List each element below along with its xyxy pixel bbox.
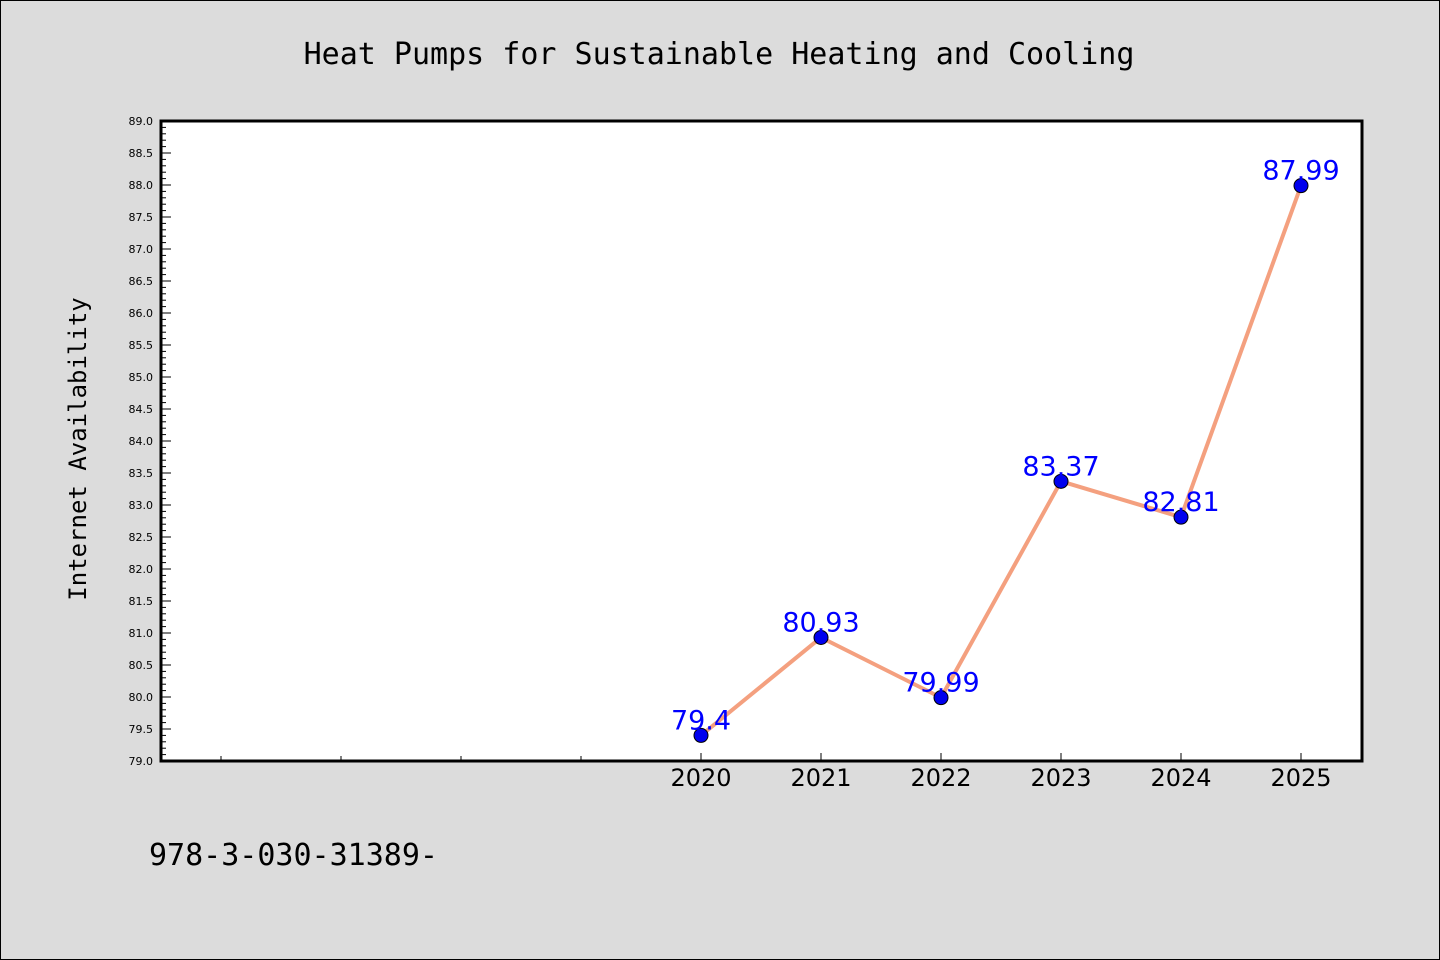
y-tick-label: 85.5 <box>129 339 154 352</box>
y-tick-label: 80.5 <box>129 659 154 672</box>
footer-identifier: 978-3-030-31389- <box>149 838 438 873</box>
data-point[interactable] <box>1053 473 1069 489</box>
y-tick-label: 87.5 <box>129 211 154 224</box>
data-label: 79.99 <box>902 668 979 699</box>
x-tick-label: 2022 <box>910 764 971 792</box>
data-point[interactable] <box>813 629 829 645</box>
data-label: 82.81 <box>1142 487 1219 518</box>
y-tick-label: 82.0 <box>129 563 154 576</box>
data-point[interactable] <box>1173 509 1189 525</box>
y-tick-label: 83.0 <box>129 499 154 512</box>
data-label: 87.99 <box>1262 156 1339 187</box>
y-tick-label: 82.5 <box>129 531 154 544</box>
data-label: 79.4 <box>671 705 731 736</box>
series-layer: 79.4 80.93 79.99 83.37 82.81 87.99 <box>671 156 1340 743</box>
y-tick-label: 79.5 <box>129 723 154 736</box>
y-tick-label: 89.0 <box>129 115 154 128</box>
y-tick-label: 81.0 <box>129 627 154 640</box>
x-tick-label: 2023 <box>1030 764 1091 792</box>
y-axis-label: Internet Availability <box>64 297 92 600</box>
plot-area <box>159 119 1364 763</box>
x-tick-label: 2025 <box>1270 764 1331 792</box>
y-tick-label: 83.5 <box>129 467 154 480</box>
x-tick-label: 2021 <box>790 764 851 792</box>
y-tick-label: 86.0 <box>129 307 154 320</box>
x-axis: 2020 2021 2022 2023 2024 2025 <box>220 753 1332 792</box>
data-point[interactable] <box>693 727 709 743</box>
y-tick-label: 80.0 <box>129 691 154 704</box>
series-line <box>699 184 1303 737</box>
data-label: 80.93 <box>782 607 859 638</box>
chart-title: Heat Pumps for Sustainable Heating and C… <box>304 37 1135 72</box>
y-tick-label: 88.5 <box>129 147 154 160</box>
y-tick-label: 85.0 <box>129 371 154 384</box>
data-point[interactable] <box>933 690 949 706</box>
data-label: 83.37 <box>1022 451 1099 482</box>
y-tick-label: 84.0 <box>129 435 154 448</box>
y-tick-label: 88.0 <box>129 179 154 192</box>
y-tick-label: 84.5 <box>129 403 154 416</box>
y-tick-label: 86.5 <box>129 275 154 288</box>
x-tick-label: 2020 <box>670 764 731 792</box>
y-tick-label: 79.0 <box>129 755 154 768</box>
y-tick-label: 81.5 <box>129 595 154 608</box>
x-tick-label: 2024 <box>1150 764 1211 792</box>
y-axis: 79.0 79.5 80.0 80.5 81.0 81.5 82.0 82.5 83.0 83.5… <box>129 115 171 768</box>
data-point[interactable] <box>1293 178 1309 194</box>
y-tick-label: 87.0 <box>129 243 154 256</box>
